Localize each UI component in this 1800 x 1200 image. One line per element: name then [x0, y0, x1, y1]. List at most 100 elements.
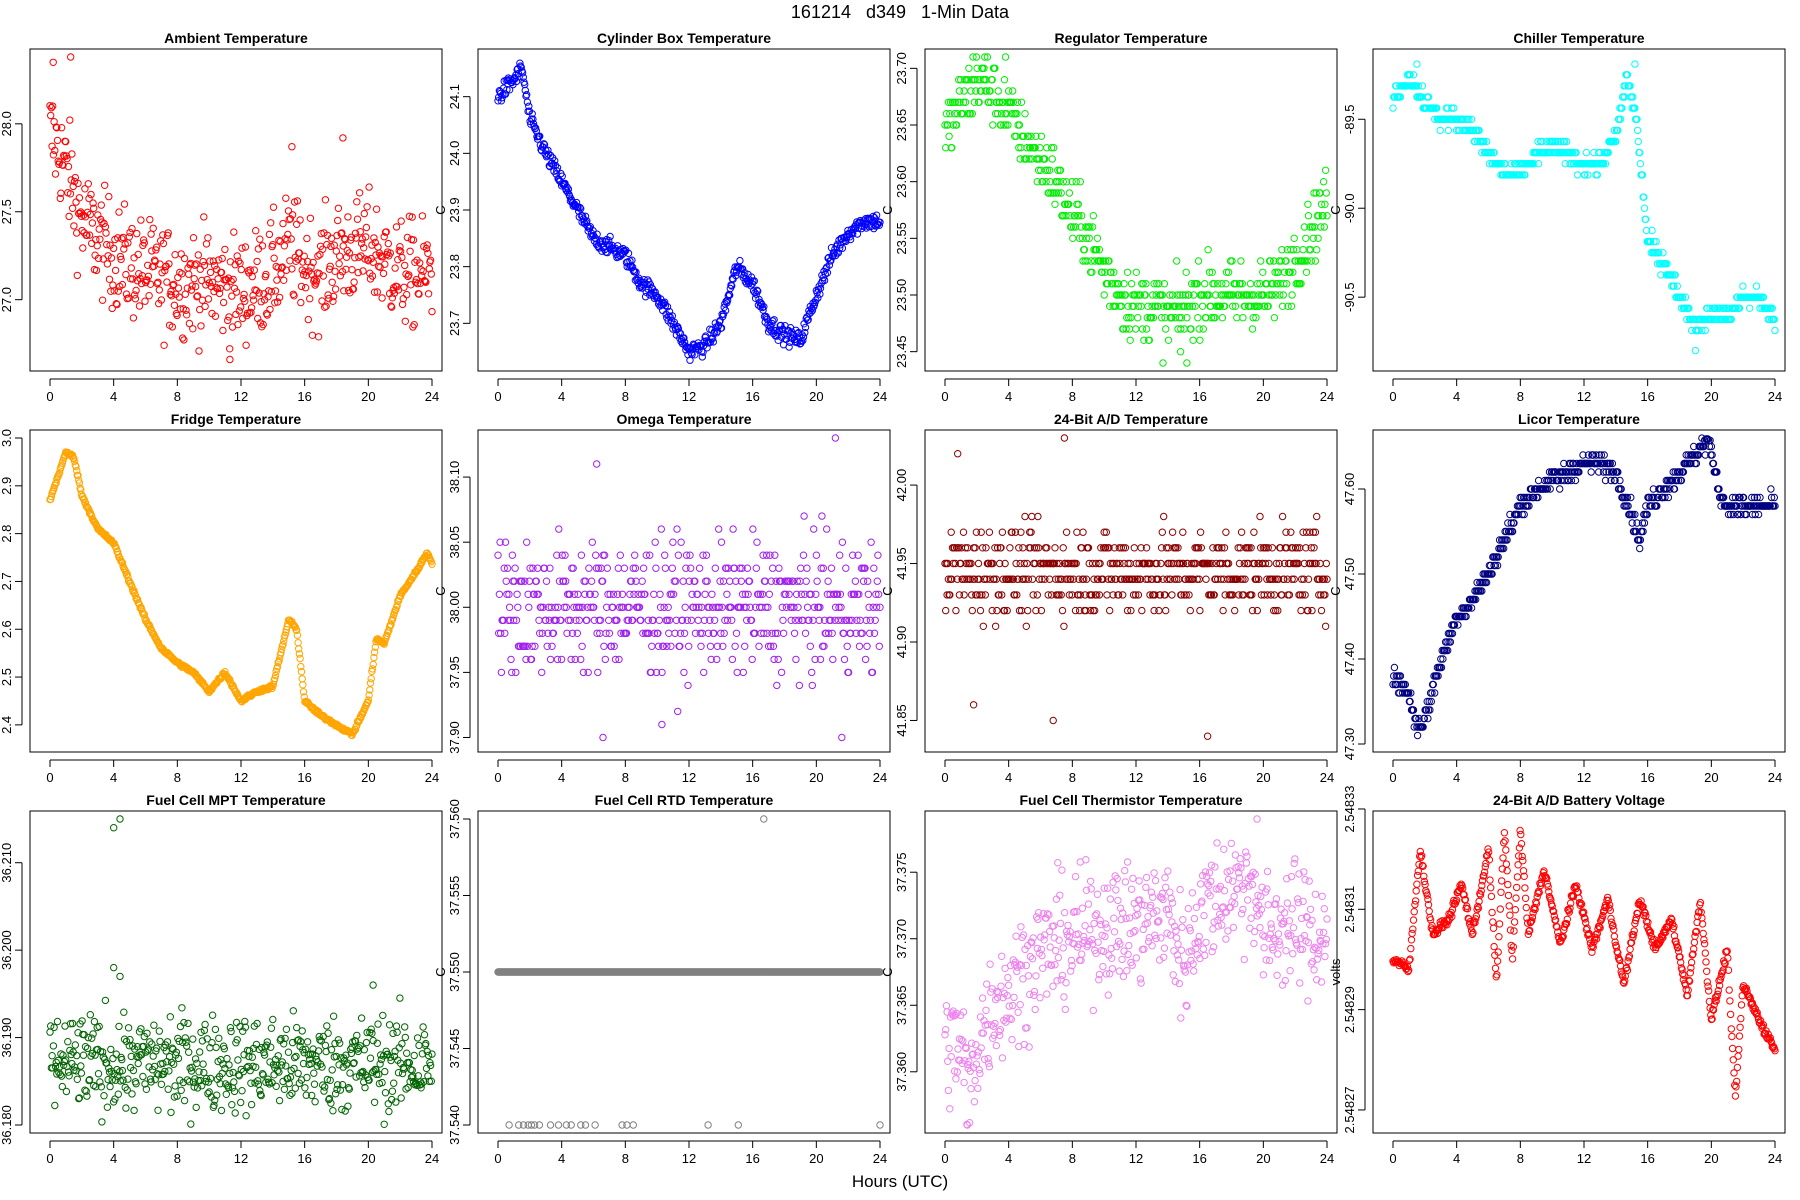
cylinder-box-temperature-data-point	[816, 284, 825, 292]
regulator-temperature-data-point	[1132, 325, 1140, 333]
omega-temperature-data-point	[838, 733, 846, 742]
ambient-temperature-data-point	[114, 234, 122, 242]
ambient-temperature-data-point	[265, 230, 274, 239]
cylinder-box-temperature-y-tick-label: 24.0	[447, 141, 462, 166]
24-bit-a-d-temperature-y-axis-label: C	[880, 586, 895, 595]
ambient-temperature-data-point	[193, 293, 201, 301]
regulator-temperature-data-point	[1218, 314, 1227, 322]
regulator-temperature-data-point	[1279, 291, 1288, 299]
omega-temperature-data-point	[803, 564, 811, 572]
cylinder-box-temperature-data-point	[738, 265, 747, 273]
regulator-temperature-data-point	[967, 87, 975, 95]
ambient-temperature-data-point	[94, 254, 103, 263]
fridge-temperature-data-point	[369, 660, 377, 669]
omega-temperature-data-point	[752, 564, 760, 572]
ambient-temperature-data-point	[280, 242, 289, 250]
ambient-temperature-data-point	[248, 272, 257, 281]
cylinder-box-temperature-data-point	[501, 90, 510, 98]
fuel-cell-mpt-temperature-data-point	[73, 1075, 82, 1084]
fridge-temperature-data-point	[294, 639, 302, 647]
ambient-temperature-data-point	[307, 263, 315, 271]
ambient-temperature-data-point	[145, 292, 153, 300]
ambient-temperature-data-point	[223, 283, 231, 291]
regulator-temperature-data-point	[1045, 166, 1054, 175]
regulator-temperature-data-point	[1054, 189, 1063, 197]
omega-temperature-data-point	[592, 551, 600, 559]
regulator-temperature-data-point	[1031, 144, 1039, 152]
ambient-temperature-data-point	[54, 157, 62, 165]
ambient-temperature-data-point	[110, 287, 118, 295]
regulator-temperature-data-point	[1268, 291, 1277, 299]
regulator-temperature-data-point	[1188, 302, 1197, 310]
regulator-temperature-data-point	[1277, 257, 1285, 265]
ambient-temperature-data-point	[97, 201, 106, 209]
regulator-temperature-data-point	[1188, 280, 1196, 288]
omega-temperature-data-point	[594, 668, 602, 677]
ambient-temperature-data-point	[282, 266, 291, 274]
ambient-temperature-data-point	[53, 136, 62, 145]
omega-temperature-x-tick-label: 20	[809, 770, 823, 785]
regulator-temperature-data-point	[981, 53, 989, 61]
24-bit-a-d-temperature-x-tick-label: 4	[1005, 770, 1012, 785]
ambient-temperature-data-point	[78, 226, 86, 235]
cylinder-box-temperature-data-point	[853, 230, 862, 238]
ambient-temperature-data-point	[344, 213, 352, 221]
ambient-temperature-data-point	[398, 253, 406, 262]
ambient-temperature-data-point	[246, 266, 254, 274]
regulator-temperature-data-point	[1147, 314, 1156, 322]
24-bit-a-d-temperature-data-point	[1049, 716, 1057, 725]
licor-temperature-plot-frame	[1372, 429, 1786, 753]
ambient-temperature-data-point	[411, 258, 419, 266]
ambient-temperature-data-point	[178, 334, 187, 342]
ambient-temperature-data-point	[227, 277, 235, 285]
regulator-temperature-data-point	[960, 87, 968, 95]
24-bit-a-d-temperature-data-point	[1186, 606, 1195, 615]
ambient-temperature-data-point	[360, 244, 368, 252]
licor-temperature-y-tick-label: 47.40	[1342, 643, 1357, 676]
regulator-temperature-data-point	[1139, 280, 1147, 288]
ambient-temperature-data-point	[103, 240, 111, 249]
regulator-temperature-data-point	[1000, 121, 1008, 129]
fuel-cell-mpt-temperature-data-point	[134, 1059, 142, 1068]
ambient-temperature-data-point	[193, 292, 202, 300]
regulator-temperature-data-point	[1132, 268, 1141, 276]
fridge-temperature-data-point	[298, 675, 306, 683]
cylinder-box-temperature-data-point	[872, 211, 881, 219]
fridge-temperature-y-tick-label: 2.4	[0, 716, 14, 734]
ambient-temperature-data-point	[188, 282, 196, 290]
ambient-temperature-data-point	[105, 275, 114, 283]
regulator-temperature-data-point	[1321, 166, 1330, 175]
24-bit-a-d-temperature-data-point	[1308, 606, 1316, 615]
chiller-temperature-x-tick-label: 8	[1517, 389, 1524, 404]
ambient-temperature-data-point	[63, 154, 71, 163]
chiller-temperature-plot-frame	[1372, 48, 1786, 372]
chiller-temperature-data-point	[1636, 160, 1645, 168]
regulator-temperature-data-point	[1149, 314, 1158, 322]
regulator-temperature-data-point	[1166, 291, 1174, 299]
ambient-temperature-data-point	[116, 252, 125, 261]
ambient-temperature-data-point	[148, 247, 156, 255]
cylinder-box-temperature-data-point	[521, 86, 529, 95]
ambient-temperature-data-point	[107, 254, 116, 262]
fuel-cell-mpt-temperature-data-point	[114, 1090, 123, 1098]
ambient-temperature-data-point	[170, 301, 179, 309]
ambient-temperature-data-point	[130, 254, 138, 262]
ambient-temperature-data-point	[271, 287, 280, 295]
cylinder-box-temperature-data-point	[669, 325, 677, 333]
omega-temperature-data-point	[806, 642, 814, 650]
regulator-temperature-data-point	[1176, 348, 1185, 356]
ambient-temperature-data-point	[46, 102, 54, 110]
cylinder-box-temperature-data-point	[732, 271, 740, 280]
omega-temperature-data-point	[668, 564, 676, 572]
24-bit-a-d-temperature-data-point	[1222, 528, 1230, 536]
cylinder-box-temperature-data-point	[721, 306, 730, 315]
ambient-temperature-x-axis: 0 4 8 12 16 20 24	[46, 378, 439, 404]
ambient-temperature-data-point	[384, 239, 392, 248]
omega-temperature-title: Omega Temperature	[616, 411, 751, 427]
cylinder-box-temperature-data-point	[525, 102, 533, 111]
omega-temperature-x-tick-label: 12	[682, 770, 696, 785]
ambient-temperature-y-tick-label: 28.0	[0, 111, 14, 136]
fuel-cell-mpt-temperature-data-point	[165, 1067, 173, 1075]
24-bit-a-d-temperature-data-point	[1006, 544, 1014, 552]
fuel-cell-mpt-temperature-data-point	[180, 1096, 189, 1105]
